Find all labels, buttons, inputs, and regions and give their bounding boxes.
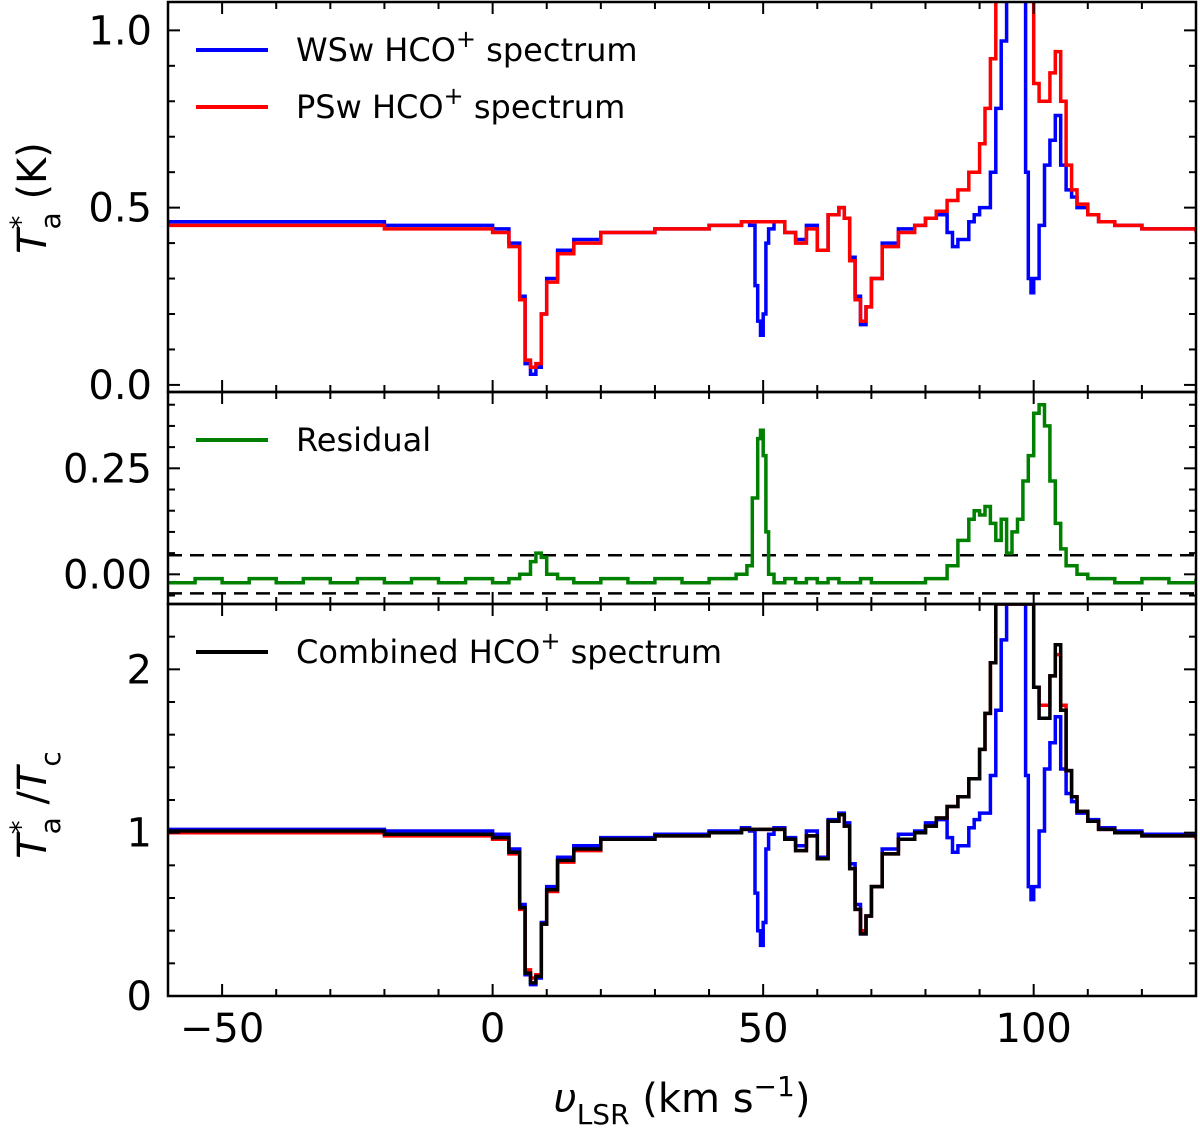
y-tick-label: 2 <box>127 647 152 693</box>
legend-label: Combined HCO+ spectrum <box>296 627 722 671</box>
panel-top: 0.0 0.5 1.0 WSw HCO+ spectrum PSw HCO+ spect… <box>4 0 1198 409</box>
x-tick-label: −50 <box>180 1006 264 1052</box>
series-line-top-1 <box>168 2 1196 369</box>
legend-label: WSw HCO+ spectrum <box>296 25 638 69</box>
panel-bottom: 0 1 2 −50 0 50 100 Combined HCO+ spectrum T*a /T… <box>4 602 1198 1131</box>
y-tick-label: 0.5 <box>88 186 152 232</box>
y-axis-label-top: T*a (K) <box>4 142 67 254</box>
y-tick-label: 0.00 <box>63 552 152 598</box>
x-axis-label: υLSR (km s−1) <box>554 1070 811 1131</box>
y-tick-label: 0.25 <box>63 446 152 492</box>
x-tick-label: 100 <box>996 1006 1072 1052</box>
y-axis-label-bottom: T*a /Tc <box>4 751 67 859</box>
y-tick-label: 0 <box>127 974 152 1020</box>
panel-middle: 0.00 0.25 Residual <box>63 390 1198 606</box>
series-line-bottom-2 <box>168 604 1196 985</box>
y-tick-label: 1.0 <box>88 8 152 54</box>
series-group <box>168 604 1196 987</box>
series-group <box>168 402 1196 585</box>
series-group <box>168 2 1196 377</box>
x-tick-label: 50 <box>738 1006 789 1052</box>
y-tick-label: 1 <box>127 811 152 857</box>
series-line-middle-0 <box>168 402 1196 585</box>
y-tick-label: 0.0 <box>88 363 152 409</box>
legend-label: PSw HCO+ spectrum <box>296 82 625 126</box>
legend-label: Residual <box>296 421 431 459</box>
x-tick-label: 0 <box>480 1006 505 1052</box>
